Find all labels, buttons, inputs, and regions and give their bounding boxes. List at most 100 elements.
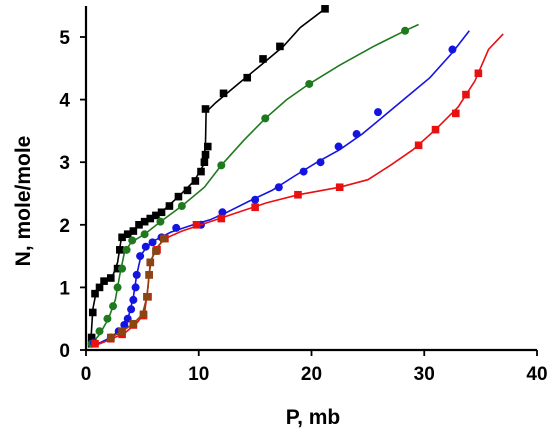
data-point: [321, 5, 329, 13]
x-tick-label: 20: [301, 364, 322, 385]
y-tick-label: 2: [59, 216, 70, 237]
data-point: [100, 277, 108, 285]
data-point: [274, 183, 283, 192]
y-ticks: 0 1 2 3 4 5: [59, 28, 86, 362]
data-point: [431, 125, 440, 134]
data-point: [135, 221, 143, 229]
data-point: [152, 211, 160, 220]
data-point: [118, 233, 126, 242]
data-point: [140, 217, 149, 226]
x-tick-label: 10: [188, 364, 209, 385]
data-point: [95, 283, 104, 292]
data-point: [172, 223, 181, 232]
data-point: [448, 45, 457, 54]
data-point: [197, 167, 205, 176]
y-tick-label: 3: [59, 153, 70, 174]
data-point: [107, 333, 115, 342]
data-point: [174, 192, 183, 201]
data-point: [132, 270, 141, 279]
data-point: [334, 142, 343, 151]
data-point: [352, 130, 361, 139]
data-point: [91, 289, 99, 298]
data-point: [156, 217, 165, 226]
data-point: [474, 69, 483, 78]
data-point: [113, 283, 122, 292]
data-point: [305, 79, 314, 88]
data-point: [191, 177, 200, 185]
data-point: [152, 247, 160, 255]
series-layer: [87, 5, 504, 348]
data-point: [276, 42, 284, 51]
axes: 0 10 20 30 40 0 1 2 3 4 5: [59, 6, 548, 385]
data-point: [129, 295, 138, 304]
y-tick-label: 0: [59, 341, 70, 362]
data-point: [243, 73, 252, 82]
data-point: [183, 186, 192, 195]
data-point: [88, 308, 97, 317]
data-point: [118, 327, 126, 336]
data-point: [123, 230, 132, 238]
x-ticks: 0 10 20 30 40: [81, 350, 548, 385]
data-point: [217, 161, 226, 170]
data-point: [91, 339, 99, 348]
data-point: [109, 302, 118, 311]
data-point: [139, 310, 148, 319]
data-point: [165, 202, 174, 210]
data-point: [159, 234, 168, 243]
data-point: [462, 90, 470, 99]
data-point: [120, 320, 129, 329]
data-point: [87, 333, 96, 342]
data-point: [401, 26, 410, 35]
data-point: [129, 319, 138, 328]
data-point: [294, 190, 302, 199]
data-point: [218, 208, 227, 217]
data-point: [316, 158, 325, 167]
data-point: [251, 195, 260, 204]
series-3: [91, 33, 504, 348]
data-point: [116, 246, 124, 254]
data-point: [143, 292, 151, 301]
x-tick-label: 30: [414, 364, 435, 385]
data-point: [192, 221, 201, 229]
data-point: [128, 236, 137, 245]
x-axis-title: P, mb: [286, 406, 340, 429]
data-point: [414, 141, 423, 150]
series-0: [87, 5, 329, 348]
series-line: [91, 33, 504, 348]
data-point: [452, 109, 460, 118]
data-point: [299, 167, 308, 176]
data-point: [157, 208, 166, 217]
data-point: [146, 258, 155, 267]
data-point: [203, 142, 212, 151]
data-point: [148, 238, 157, 247]
data-point: [118, 264, 127, 273]
data-point: [374, 108, 383, 117]
y-axis-title: N, mole/mole: [12, 136, 35, 267]
data-point: [129, 227, 138, 235]
x-tick-label: 0: [81, 364, 92, 385]
data-point: [95, 327, 104, 336]
data-point: [113, 264, 122, 273]
data-point: [177, 202, 186, 211]
data-point: [259, 55, 267, 63]
data-point: [261, 114, 270, 123]
data-point: [131, 283, 140, 292]
y-tick-label: 1: [59, 278, 70, 299]
series-line: [88, 23, 419, 348]
data-point: [140, 230, 149, 239]
data-point: [200, 158, 209, 166]
data-point: [201, 105, 210, 113]
data-point: [146, 214, 155, 223]
data-point: [251, 203, 259, 212]
x-tick-label: 40: [526, 364, 547, 385]
data-point: [107, 274, 115, 282]
series-4: [107, 234, 168, 342]
data-point: [201, 150, 210, 159]
data-point: [127, 305, 136, 314]
y-tick-label: 5: [59, 28, 70, 49]
data-point: [145, 271, 153, 279]
data-point: [219, 89, 228, 98]
data-point: [136, 252, 145, 261]
data-point: [141, 242, 150, 251]
